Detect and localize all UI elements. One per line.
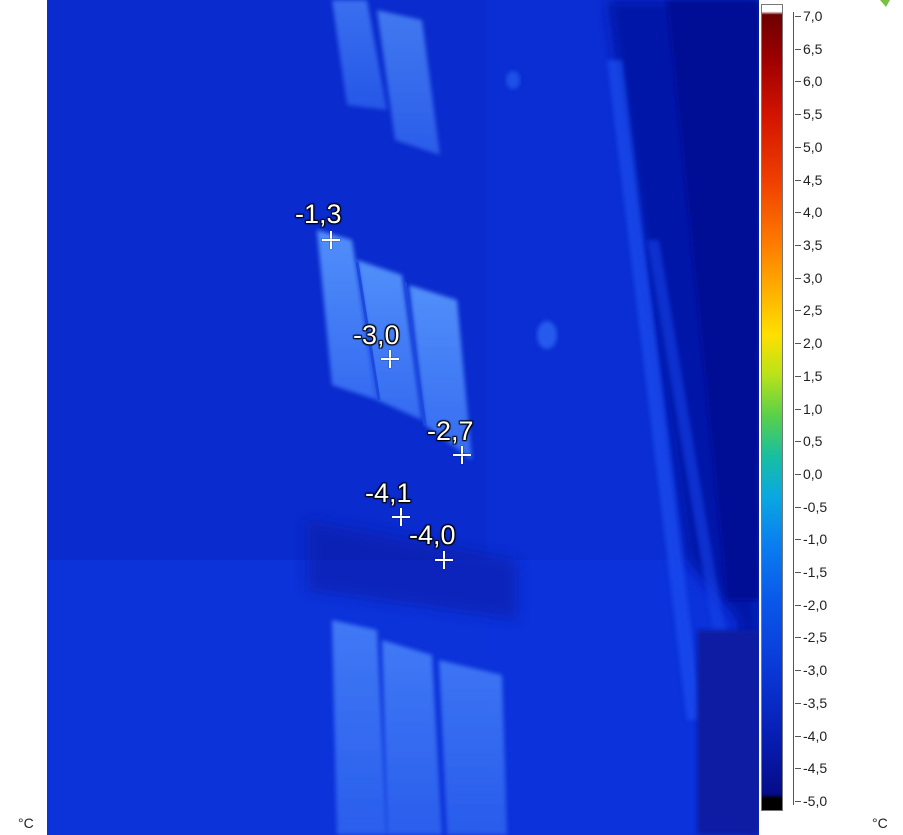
scale-tick-label: -4,0 bbox=[803, 728, 828, 744]
building-facade bbox=[47, 0, 759, 835]
scale-tick-label: -3,0 bbox=[803, 662, 828, 678]
scale-tick bbox=[795, 507, 801, 508]
window-top bbox=[332, 0, 440, 155]
scale-tick bbox=[795, 637, 801, 638]
crosshair-icon bbox=[322, 231, 340, 249]
scale-tick-label: -0,5 bbox=[803, 499, 828, 515]
scale-tick bbox=[795, 114, 801, 115]
spot-label-3: -2,7 bbox=[427, 416, 474, 446]
scale-tick bbox=[795, 474, 801, 475]
scale-tick bbox=[795, 81, 801, 82]
thermal-image: -1,3 -3,0 -2,7 -4,1 -4,0 bbox=[47, 0, 759, 835]
scale-tick bbox=[795, 572, 801, 573]
scale-tick-label: -5,0 bbox=[803, 793, 828, 809]
temperature-color-scale bbox=[761, 4, 783, 811]
scale-tick bbox=[795, 16, 801, 17]
scale-tick bbox=[795, 376, 801, 377]
scale-tick-label: -3,5 bbox=[803, 695, 828, 711]
scale-tick bbox=[795, 180, 801, 181]
scale-tick bbox=[795, 49, 801, 50]
window-middle bbox=[317, 230, 472, 460]
scale-tick-label: 5,0 bbox=[803, 139, 823, 155]
scale-tick-label: 7,0 bbox=[803, 8, 823, 24]
unit-label-right: °C bbox=[872, 815, 888, 831]
scale-tick-label: 0,0 bbox=[803, 466, 823, 482]
scale-tick-label: 6,5 bbox=[803, 41, 823, 57]
scale-tick bbox=[795, 147, 801, 148]
scale-tick-label: 3,5 bbox=[803, 237, 823, 253]
scale-tick-label: 3,0 bbox=[803, 270, 823, 286]
scale-tick bbox=[795, 605, 801, 606]
corner-marker-icon bbox=[880, 0, 890, 7]
scale-tick bbox=[795, 768, 801, 769]
scale-tick-label: -2,5 bbox=[803, 629, 828, 645]
spot-label-5: -4,0 bbox=[409, 520, 456, 550]
scale-tick-label: 4,0 bbox=[803, 204, 823, 220]
crosshair-icon bbox=[392, 508, 410, 526]
scale-tick-label: -1,5 bbox=[803, 564, 828, 580]
scale-axis-line bbox=[793, 12, 794, 805]
scale-tick bbox=[795, 670, 801, 671]
crosshair-icon bbox=[381, 350, 399, 368]
crosshair-icon bbox=[453, 446, 471, 464]
scale-tick-label: -1,0 bbox=[803, 531, 828, 547]
scale-tick bbox=[795, 736, 801, 737]
scale-tick-label: 2,0 bbox=[803, 335, 823, 351]
scale-tick-label: -4,5 bbox=[803, 760, 828, 776]
scale-tick bbox=[795, 212, 801, 213]
spot-label-4: -4,1 bbox=[365, 478, 412, 508]
scale-tick bbox=[795, 801, 801, 802]
scale-tick bbox=[795, 703, 801, 704]
window-bottom bbox=[332, 620, 507, 835]
scale-tick bbox=[795, 245, 801, 246]
scale-tick bbox=[795, 343, 801, 344]
crosshair-icon bbox=[435, 551, 453, 569]
scale-tick-label: 1,5 bbox=[803, 368, 823, 384]
scale-tick-label: 0,5 bbox=[803, 433, 823, 449]
scale-tick-label: 5,5 bbox=[803, 106, 823, 122]
scale-tick bbox=[795, 409, 801, 410]
scale-tick-label: -2,0 bbox=[803, 597, 828, 613]
scale-tick-label: 6,0 bbox=[803, 73, 823, 89]
scale-tick bbox=[795, 441, 801, 442]
scale-tick bbox=[795, 278, 801, 279]
scale-tick-label: 1,0 bbox=[803, 401, 823, 417]
scale-tick-label: 4,5 bbox=[803, 172, 823, 188]
scale-tick-label: 2,5 bbox=[803, 302, 823, 318]
spot-label-2: -3,0 bbox=[353, 320, 400, 350]
unit-label-left: °C bbox=[18, 815, 34, 831]
scale-tick bbox=[795, 539, 801, 540]
scale-tick bbox=[795, 310, 801, 311]
spot-label-1: -1,3 bbox=[295, 199, 342, 229]
